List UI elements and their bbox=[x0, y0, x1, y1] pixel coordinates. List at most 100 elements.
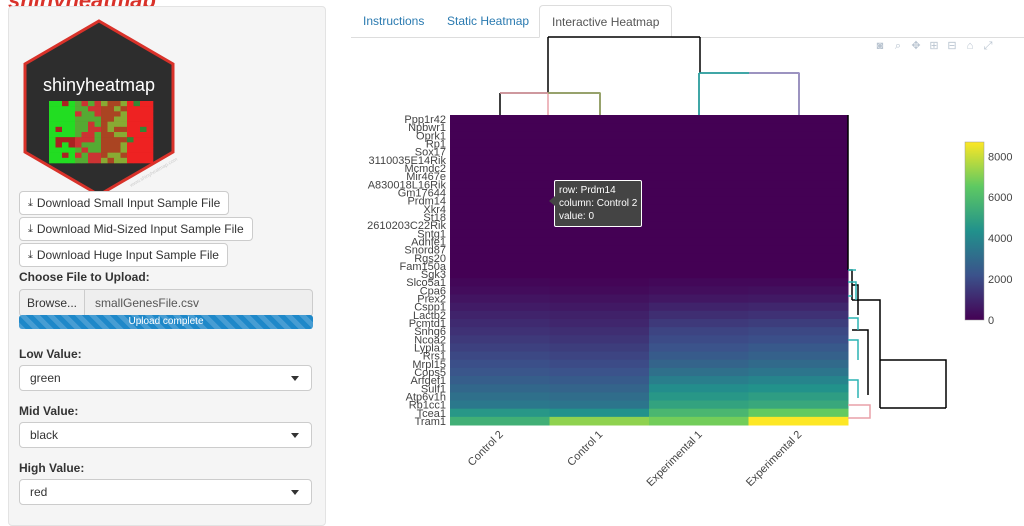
heatmap-cell[interactable] bbox=[748, 245, 849, 255]
heatmap-cell[interactable] bbox=[450, 172, 550, 181]
heatmap-cell[interactable] bbox=[649, 229, 749, 238]
heatmap-cell[interactable] bbox=[549, 384, 650, 393]
heatmap-cell[interactable] bbox=[748, 302, 849, 312]
heatmap-cell[interactable] bbox=[549, 376, 650, 385]
heatmap-cell[interactable] bbox=[649, 335, 749, 344]
heatmap-cell[interactable] bbox=[549, 253, 650, 263]
tab-interactive-heatmap[interactable]: Interactive Heatmap bbox=[539, 5, 673, 38]
heatmap-cell[interactable] bbox=[450, 302, 550, 312]
heatmap-cell[interactable] bbox=[649, 123, 749, 132]
heatmap-cell[interactable] bbox=[649, 367, 749, 377]
heatmap-cell[interactable] bbox=[748, 376, 849, 385]
heatmap-cell[interactable] bbox=[649, 115, 749, 124]
heatmap-cell[interactable] bbox=[549, 408, 650, 418]
heatmap-cell[interactable] bbox=[450, 221, 550, 230]
heatmap-cell[interactable] bbox=[450, 196, 550, 206]
heatmap-cell[interactable] bbox=[450, 294, 550, 304]
heatmap-cell[interactable] bbox=[649, 384, 749, 393]
heatmap-cell[interactable] bbox=[649, 294, 749, 304]
heatmap-cell[interactable] bbox=[549, 359, 650, 369]
heatmap-cell[interactable] bbox=[549, 310, 650, 320]
heatmap-cell[interactable] bbox=[649, 131, 749, 140]
heatmap-cell[interactable] bbox=[748, 237, 849, 247]
heatmap-cell[interactable] bbox=[649, 318, 749, 328]
heatmap-cell[interactable] bbox=[748, 261, 849, 271]
heatmap-cell[interactable] bbox=[649, 392, 749, 402]
download-mid-button[interactable]: ⤓ Download Mid-Sized Input Sample File bbox=[19, 217, 253, 241]
heatmap-cell[interactable] bbox=[748, 318, 849, 328]
heatmap-cell[interactable] bbox=[748, 221, 849, 230]
heatmap-cell[interactable] bbox=[450, 278, 550, 287]
heatmap-cell[interactable] bbox=[748, 131, 849, 140]
heatmap-cell[interactable] bbox=[549, 278, 650, 287]
heatmap-cell[interactable] bbox=[748, 212, 849, 222]
heatmap-cell[interactable] bbox=[450, 204, 550, 214]
heatmap-cell[interactable] bbox=[748, 253, 849, 263]
heatmap-cell[interactable] bbox=[450, 416, 550, 426]
heatmap-cell[interactable] bbox=[450, 115, 550, 124]
heatmap-cell[interactable] bbox=[649, 310, 749, 320]
heatmap-cell[interactable] bbox=[748, 392, 849, 402]
heatmap-cell[interactable] bbox=[549, 367, 650, 377]
heatmap-cell[interactable] bbox=[450, 359, 550, 369]
heatmap-cell[interactable] bbox=[649, 359, 749, 369]
heatmap-cell[interactable] bbox=[748, 123, 849, 132]
heatmap-cell[interactable] bbox=[748, 163, 849, 173]
heatmap-cell[interactable] bbox=[549, 343, 650, 353]
download-small-button[interactable]: ⤓ Download Small Input Sample File bbox=[19, 191, 230, 215]
camera-icon[interactable]: ◙ bbox=[876, 40, 884, 52]
heatmap-cell[interactable] bbox=[649, 327, 749, 336]
heatmap-cell[interactable] bbox=[649, 180, 749, 189]
heatmap-cell[interactable] bbox=[748, 335, 849, 344]
heatmap-cell[interactable] bbox=[450, 335, 550, 344]
heatmap-cell[interactable] bbox=[748, 286, 849, 295]
heatmap-cell[interactable] bbox=[748, 155, 849, 165]
heatmap-cell[interactable] bbox=[649, 147, 749, 157]
heatmap-cell[interactable] bbox=[450, 327, 550, 336]
heatmap-cell[interactable] bbox=[649, 221, 749, 230]
heatmap-cell[interactable] bbox=[450, 237, 550, 247]
heatmap-cell[interactable] bbox=[748, 196, 849, 206]
download-huge-button[interactable]: ⤓ Download Huge Input Sample File bbox=[19, 243, 228, 267]
heatmap-cell[interactable] bbox=[748, 416, 849, 426]
heatmap-cell[interactable] bbox=[549, 286, 650, 295]
heatmap-cell[interactable] bbox=[549, 131, 650, 140]
heatmap-cell[interactable] bbox=[649, 261, 749, 271]
heatmap-cell[interactable] bbox=[450, 384, 550, 393]
heatmap-cell[interactable] bbox=[748, 172, 849, 181]
heatmap-cell[interactable] bbox=[549, 400, 650, 410]
tab-instructions[interactable]: Instructions bbox=[363, 14, 425, 28]
low-value-select[interactable]: green bbox=[19, 365, 312, 391]
heatmap-cell[interactable] bbox=[549, 327, 650, 336]
heatmap-cell[interactable] bbox=[450, 131, 550, 140]
heatmap-cell[interactable] bbox=[549, 229, 650, 238]
heatmap-cell[interactable] bbox=[549, 416, 650, 426]
interactive-heatmap[interactable]: Ppp1r42Npbwr1Oprk1Rp1Sox173110035E14RikM… bbox=[0, 0, 1024, 510]
heatmap-cell[interactable] bbox=[649, 278, 749, 287]
heatmap-cell[interactable] bbox=[748, 139, 849, 149]
heatmap-cell[interactable] bbox=[748, 270, 849, 279]
heatmap-cell[interactable] bbox=[649, 343, 749, 353]
heatmap-cell[interactable] bbox=[450, 123, 550, 132]
heatmap-cell[interactable] bbox=[549, 147, 650, 157]
heatmap-cell[interactable] bbox=[450, 261, 550, 271]
heatmap-cell[interactable] bbox=[748, 188, 849, 198]
heatmap-cell[interactable] bbox=[748, 343, 849, 353]
heatmap-cell[interactable] bbox=[649, 270, 749, 279]
heatmap-cell[interactable] bbox=[649, 351, 749, 361]
heatmap-cell[interactable] bbox=[748, 327, 849, 336]
heatmap-cell[interactable] bbox=[450, 310, 550, 320]
heatmap-cell[interactable] bbox=[549, 318, 650, 328]
pan-icon[interactable]: ✥ bbox=[911, 40, 921, 52]
heatmap-cell[interactable] bbox=[649, 188, 749, 198]
heatmap-cell[interactable] bbox=[450, 147, 550, 157]
heatmap-cell[interactable] bbox=[649, 237, 749, 247]
heatmap-cell[interactable] bbox=[450, 367, 550, 377]
file-name-field[interactable]: smallGenesFile.csv bbox=[85, 289, 313, 317]
heatmap-cell[interactable] bbox=[450, 351, 550, 361]
heatmap-cell[interactable] bbox=[450, 392, 550, 402]
heatmap-cell[interactable] bbox=[450, 400, 550, 410]
heatmap-cell[interactable] bbox=[649, 212, 749, 222]
heatmap-cell[interactable] bbox=[549, 392, 650, 402]
autoscale-icon[interactable]: ⤢ bbox=[983, 40, 993, 52]
